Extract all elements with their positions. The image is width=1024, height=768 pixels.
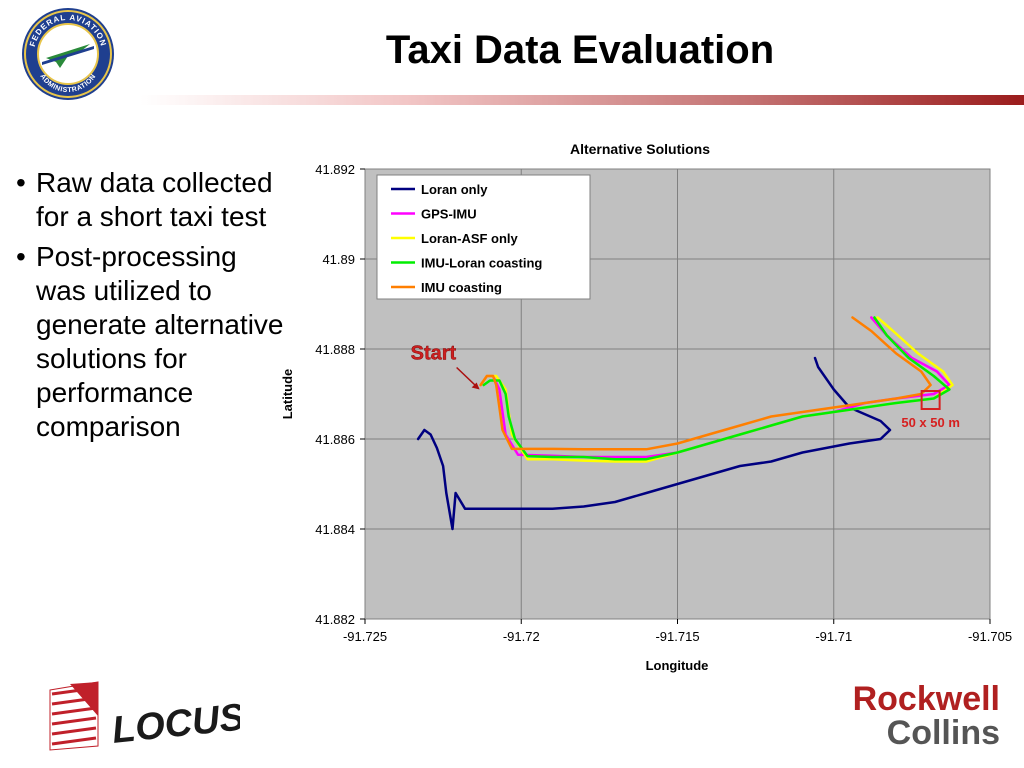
y-tick-label: 41.89: [322, 252, 355, 267]
legend-entry: IMU-Loran coasting: [421, 256, 542, 271]
scale-box-label: 50 x 50 m: [901, 415, 960, 430]
legend-entry: GPS-IMU: [421, 207, 477, 222]
bullet-item: Post-processing was utilized to generate…: [16, 240, 292, 444]
legend-entry: Loran only: [421, 182, 488, 197]
chart-annotations: Start 50 x 50 m: [410, 342, 960, 430]
x-axis-label: Longitude: [646, 658, 709, 673]
legend-entry: IMU coasting: [421, 280, 502, 295]
scale-box: [920, 390, 941, 410]
series-line-loran-only: [416, 356, 892, 531]
locus-mark-icon: [49, 681, 99, 751]
legend-entry: Loran-ASF only: [421, 231, 519, 246]
y-tick-label: 41.882: [315, 612, 355, 627]
y-axis-label: Latitude: [280, 369, 295, 420]
rockwell-collins-logo: Rockwell Collins: [790, 682, 1000, 762]
bullet-item: Raw data collected for a short taxi test: [16, 166, 292, 234]
y-tick-label: 41.892: [315, 162, 355, 177]
rockwell-wordmark: Rockwell: [852, 680, 1000, 718]
y-tick-label: 41.886: [315, 432, 355, 447]
axis-ticks: -91.725 -91.72 -91.715 -91.71 -91.705 41.882 4…: [315, 162, 1012, 644]
locus-wordmark: LOCUS: [110, 696, 240, 752]
y-tick-label: 41.888: [315, 342, 355, 357]
x-tick-label: -91.705: [968, 629, 1012, 644]
x-tick-label: -91.725: [343, 629, 387, 644]
x-tick-label: -91.72: [503, 629, 540, 644]
series-lines: [416, 316, 954, 531]
chart-legend: Loran only GPS-IMU Loran-ASF only IMU-Loran…: [376, 174, 591, 300]
start-arrowhead: [471, 382, 480, 390]
title-divider: [140, 95, 1024, 105]
locus-logo: LOCUS: [49, 681, 240, 752]
x-tick-label: -91.71: [815, 629, 852, 644]
alternative-solutions-chart: Alternative Solutions -91.725 -91.72 -91.7…: [280, 141, 1012, 673]
chart-title: Alternative Solutions: [570, 141, 710, 157]
faa-seal-icon: FEDERAL AVIATION ADMINISTRATION: [22, 8, 114, 100]
bullet-list: Raw data collected for a short taxi test…: [16, 166, 292, 450]
series-line-imu-loran-coasting: [482, 316, 951, 461]
y-tick-label: 41.884: [315, 522, 355, 537]
x-tick-label: -91.715: [655, 629, 699, 644]
series-line-imu-coasting: [479, 316, 932, 451]
page-title: Taxi Data Evaluation: [385, 28, 775, 72]
collins-wordmark: Collins: [886, 714, 1000, 752]
start-annotation: Start: [411, 343, 457, 365]
